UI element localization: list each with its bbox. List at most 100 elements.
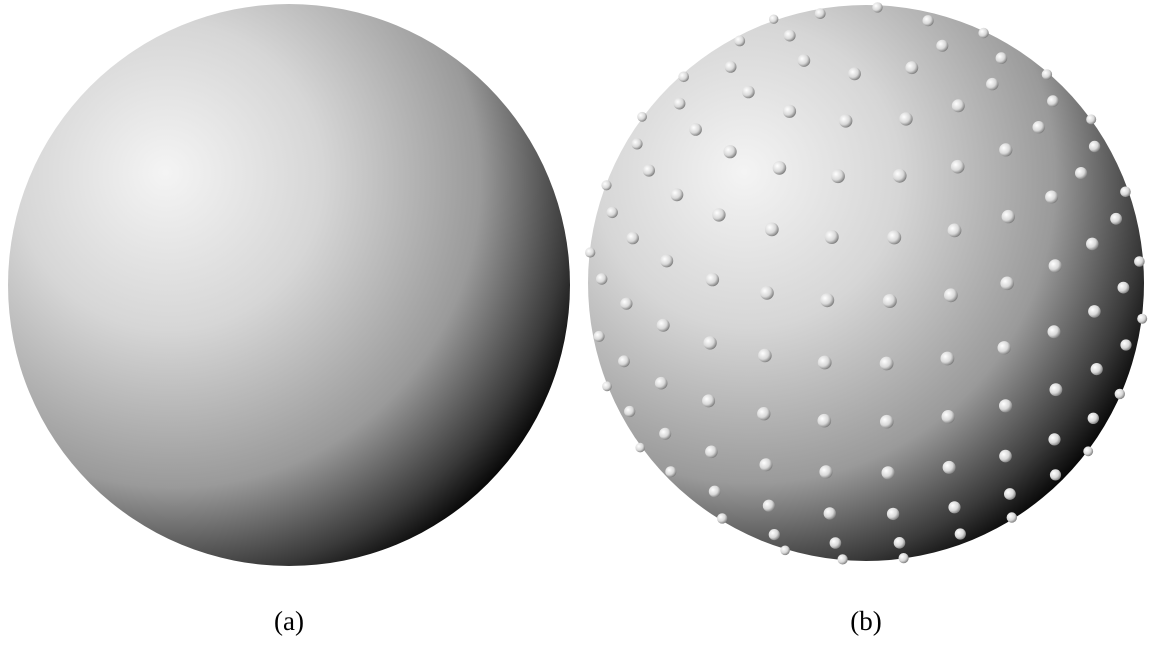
bump [705,446,718,459]
bump [706,273,719,286]
bump [986,78,998,90]
bump [624,406,635,417]
bump [1086,114,1096,124]
bump [818,414,832,428]
bump [1134,256,1145,267]
bump [1118,282,1130,294]
bump [955,528,966,539]
bump [905,61,918,74]
bump [594,331,605,342]
bump [717,513,727,523]
bump [825,230,839,244]
bump [1086,238,1099,251]
bump [1050,383,1063,396]
bump [773,161,787,175]
bump [1042,69,1052,79]
bump [620,298,632,310]
bump [1120,339,1131,350]
bump [660,254,673,267]
figure: (a) (b) [0,0,1158,646]
bump [882,466,895,479]
bump [880,415,894,429]
bump [1048,325,1061,338]
bump [618,355,630,367]
bump [657,319,670,332]
bump [757,407,770,420]
bump [942,410,955,423]
bump [655,377,668,390]
bump [894,537,906,549]
bump [798,54,811,67]
bump [944,288,958,302]
bump [998,341,1011,354]
bump [820,293,834,307]
bump [839,114,852,127]
bump [725,61,737,73]
bump [1088,305,1101,318]
bump [637,112,647,122]
bump [887,230,901,244]
bump [819,465,832,478]
bump [1083,446,1093,456]
bump [943,461,956,474]
bump [1115,389,1125,399]
bump [1045,191,1058,204]
bump [872,2,882,12]
bump [1000,277,1014,291]
smooth-sphere [8,4,570,566]
bump [948,224,962,238]
bump [1002,210,1015,223]
bump [627,232,639,244]
bump [1007,512,1017,522]
panel-label: (a) [274,606,304,636]
bump [996,52,1008,64]
bump [709,486,721,498]
bump [887,508,899,520]
panel-label: (b) [850,606,881,636]
bump [760,286,774,300]
bump [941,352,955,366]
bump [602,381,612,391]
bump [1089,141,1100,152]
bump [678,72,689,83]
bump [1120,187,1131,198]
bump [1048,433,1060,445]
bump [635,443,645,453]
bump [734,36,745,47]
bump [1050,469,1061,480]
bump [585,247,595,257]
bump [848,67,861,80]
bump [899,112,912,125]
bump [742,86,755,99]
bump [674,98,686,110]
bump [1137,314,1147,324]
bump [665,466,676,477]
bump [783,105,796,118]
bump [1049,259,1062,272]
bump [1110,213,1122,225]
bump [671,188,684,201]
bump [601,180,611,190]
bump [769,15,778,24]
bump [758,349,772,363]
bump [780,546,790,556]
bump [596,273,607,284]
bump [607,207,618,218]
bump [724,145,737,158]
bump [643,164,655,176]
bump [659,428,671,440]
bump [999,450,1012,463]
bump [784,30,796,42]
bump [978,28,988,38]
bump [824,507,836,519]
bump [899,553,909,563]
bump [1047,95,1059,107]
bump [763,500,775,512]
bump [883,294,897,308]
bump [830,537,842,549]
bump [999,143,1012,156]
bump [952,99,965,112]
bump [893,169,907,183]
bump [689,123,702,136]
bump [1004,488,1016,500]
